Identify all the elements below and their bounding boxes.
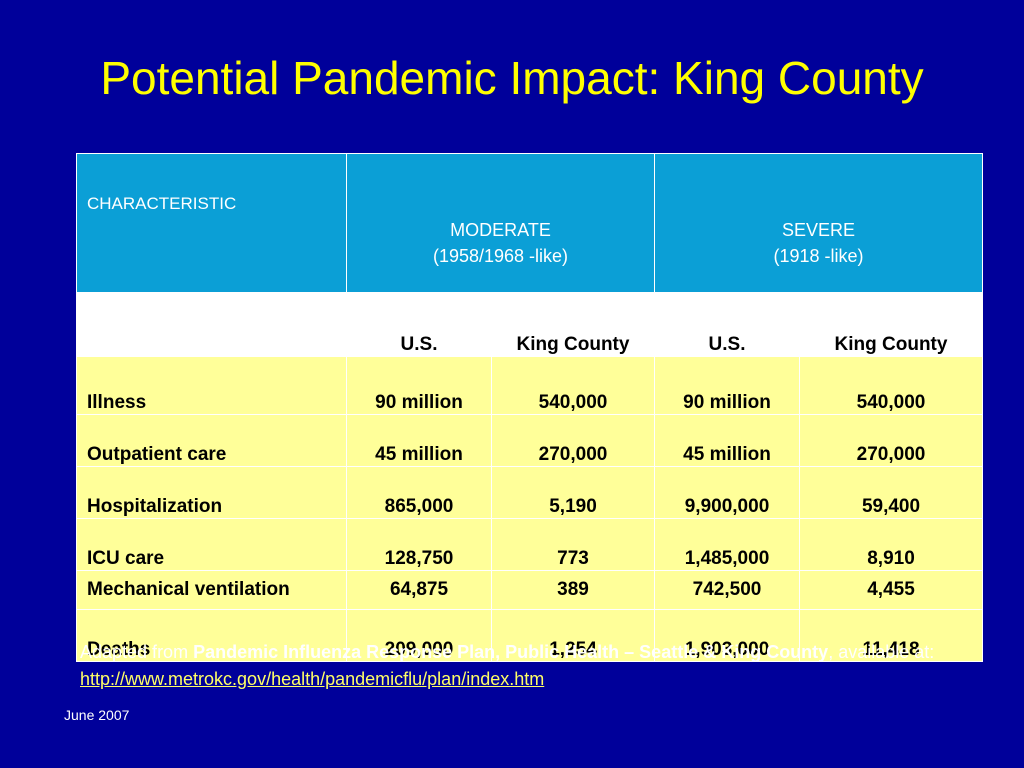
table-cell: 1,254 bbox=[491, 609, 655, 662]
slide-title: Potential Pandemic Impact: King County bbox=[100, 52, 924, 104]
table-cell: 45 million bbox=[346, 414, 492, 467]
subheader-cell: King County bbox=[491, 292, 655, 357]
citation-middle: , available at: bbox=[828, 642, 935, 662]
subheader-cell: U.S. bbox=[346, 292, 492, 357]
table-cell: 90 million bbox=[346, 356, 492, 415]
table-subheader-row: U.S. King County U.S. King County bbox=[76, 292, 984, 357]
table-cell: 59,400 bbox=[798, 466, 984, 519]
table-cell: 9,900,000 bbox=[654, 466, 800, 519]
slide-date: June 2007 bbox=[64, 707, 130, 723]
citation-source: Pandemic Influenza Response Plan, Public… bbox=[193, 642, 829, 662]
impact-table: CHARACTERISTIC MODERATE (1958/1968 -like… bbox=[76, 153, 984, 662]
table-cell: 11,418 bbox=[798, 609, 984, 662]
source-link[interactable]: http://www.metrokc.gov/health/pandemicfl… bbox=[80, 669, 545, 689]
table-cell: 45 million bbox=[654, 414, 800, 467]
table-cell: 8,910 bbox=[798, 518, 984, 571]
table-cell: 773 bbox=[491, 518, 655, 571]
table-cell: 5,190 bbox=[491, 466, 655, 519]
table-row: Outpatient care 45 million 270,000 45 mi… bbox=[76, 414, 984, 467]
table-cell: 4,455 bbox=[798, 570, 984, 610]
header-moderate-subtitle: (1958/1968 -like) bbox=[432, 246, 569, 266]
table-cell: 865,000 bbox=[346, 466, 492, 519]
header-characteristic: CHARACTERISTIC bbox=[76, 153, 347, 293]
table-row: Hospitalization 865,000 5,190 9,900,000 … bbox=[76, 466, 984, 519]
table-cell: 1,485,000 bbox=[654, 518, 800, 571]
table-cell: 742,500 bbox=[654, 570, 800, 610]
row-label: Mechanical ventilation bbox=[76, 570, 347, 610]
table-cell: 389 bbox=[491, 570, 655, 610]
header-moderate-title: MODERATE bbox=[450, 220, 551, 240]
header-severe: SEVERE (1918 -like) bbox=[653, 153, 984, 293]
table-row: Illness 90 million 540,000 90 million 54… bbox=[76, 356, 984, 415]
row-label: Illness bbox=[76, 356, 347, 415]
table-row: Mechanical ventilation 64,875 389 742,50… bbox=[76, 570, 984, 610]
row-label: Outpatient care bbox=[76, 414, 347, 467]
row-label: Hospitalization bbox=[76, 466, 347, 519]
table-cell: 540,000 bbox=[798, 356, 984, 415]
header-moderate: MODERATE (1958/1968 -like) bbox=[346, 153, 655, 293]
table-cell: 90 million bbox=[654, 356, 800, 415]
table-cell: 1,903,000 bbox=[654, 609, 800, 662]
table-cell: 540,000 bbox=[491, 356, 655, 415]
table-row: ICU care 128,750 773 1,485,000 8,910 bbox=[76, 518, 984, 571]
table-cell: 270,000 bbox=[491, 414, 655, 467]
row-label: ICU care bbox=[76, 518, 347, 571]
table-cell: 64,875 bbox=[346, 570, 492, 610]
citation-prefix: Adapted from bbox=[80, 642, 194, 662]
table-cell: 128,750 bbox=[346, 518, 492, 571]
source-citation: Adapted from Pandemic Influenza Response… bbox=[80, 639, 960, 693]
row-label: Deaths bbox=[76, 609, 347, 662]
subheader-cell: King County bbox=[798, 292, 984, 357]
table-cell: 270,000 bbox=[798, 414, 984, 467]
subheader-cell: U.S. bbox=[654, 292, 800, 357]
header-severe-subtitle: (1918 -like) bbox=[773, 246, 864, 266]
table-row: Deaths 209,000 1,254 1,903,000 11,418 bbox=[76, 609, 984, 662]
table-header-row: CHARACTERISTIC MODERATE (1958/1968 -like… bbox=[76, 153, 984, 293]
subheader-cell bbox=[76, 292, 347, 357]
header-severe-title: SEVERE bbox=[781, 220, 856, 240]
